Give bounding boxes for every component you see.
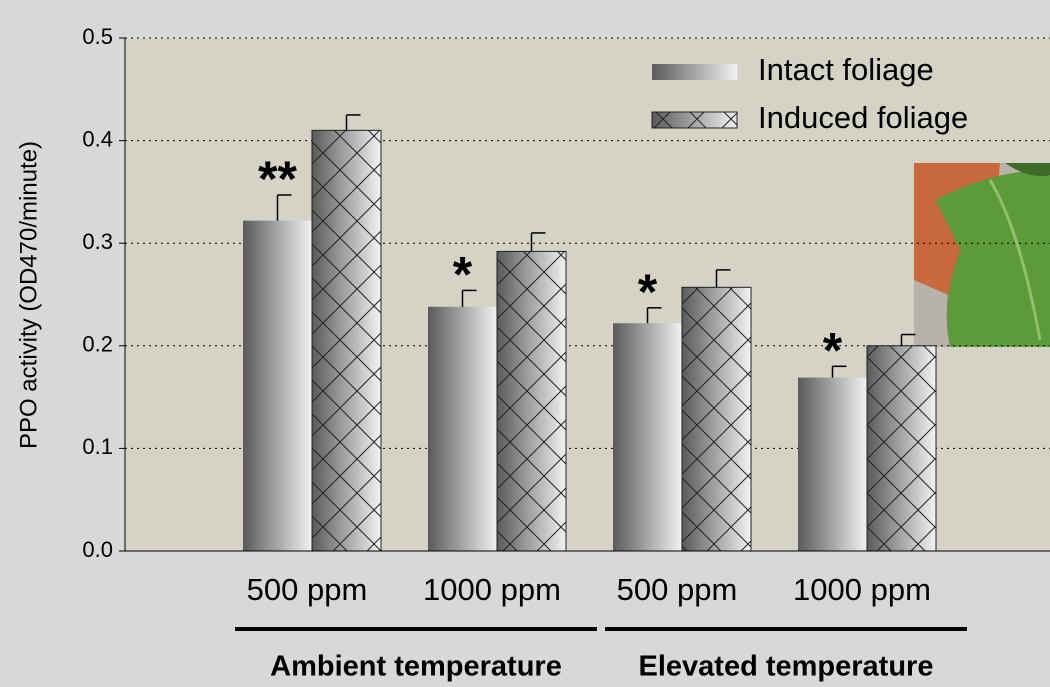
legend-swatch bbox=[651, 111, 738, 129]
photo-inset bbox=[914, 163, 1050, 347]
bar-hatch bbox=[866, 345, 937, 552]
bar-hatch bbox=[496, 250, 567, 552]
annotation: * bbox=[638, 264, 658, 320]
y-tick-label: 0.5 bbox=[82, 24, 113, 49]
legend-swatch bbox=[652, 64, 737, 80]
y-tick-label: 0.0 bbox=[82, 537, 113, 562]
x-tick-label: 1000 ppm bbox=[423, 572, 561, 607]
y-tick-label: 0.3 bbox=[82, 229, 113, 254]
annotation: * bbox=[823, 323, 843, 379]
annotation: ** bbox=[258, 151, 297, 207]
bar-hatch bbox=[311, 129, 382, 552]
legend-label: Intact foliage bbox=[758, 52, 934, 87]
x-tick-label: 500 ppm bbox=[247, 572, 368, 607]
bar bbox=[798, 377, 867, 551]
bar bbox=[613, 323, 682, 551]
x-tick-label: 1000 ppm bbox=[793, 572, 931, 607]
y-tick-label: 0.4 bbox=[82, 126, 113, 151]
legend-label: Induced foliage bbox=[758, 100, 968, 135]
group-label: Elevated temperature bbox=[639, 651, 934, 683]
y-axis-title: PPO activity (OD470/minute) bbox=[15, 141, 42, 449]
bar bbox=[243, 220, 312, 552]
x-tick-label: 500 ppm bbox=[617, 572, 738, 607]
group-label: Ambient temperature bbox=[270, 651, 562, 683]
bar bbox=[428, 306, 497, 551]
bar-hatch bbox=[681, 286, 752, 552]
y-tick-label: 0.2 bbox=[82, 332, 113, 357]
annotation: * bbox=[453, 247, 473, 303]
y-tick-label: 0.1 bbox=[82, 434, 113, 459]
